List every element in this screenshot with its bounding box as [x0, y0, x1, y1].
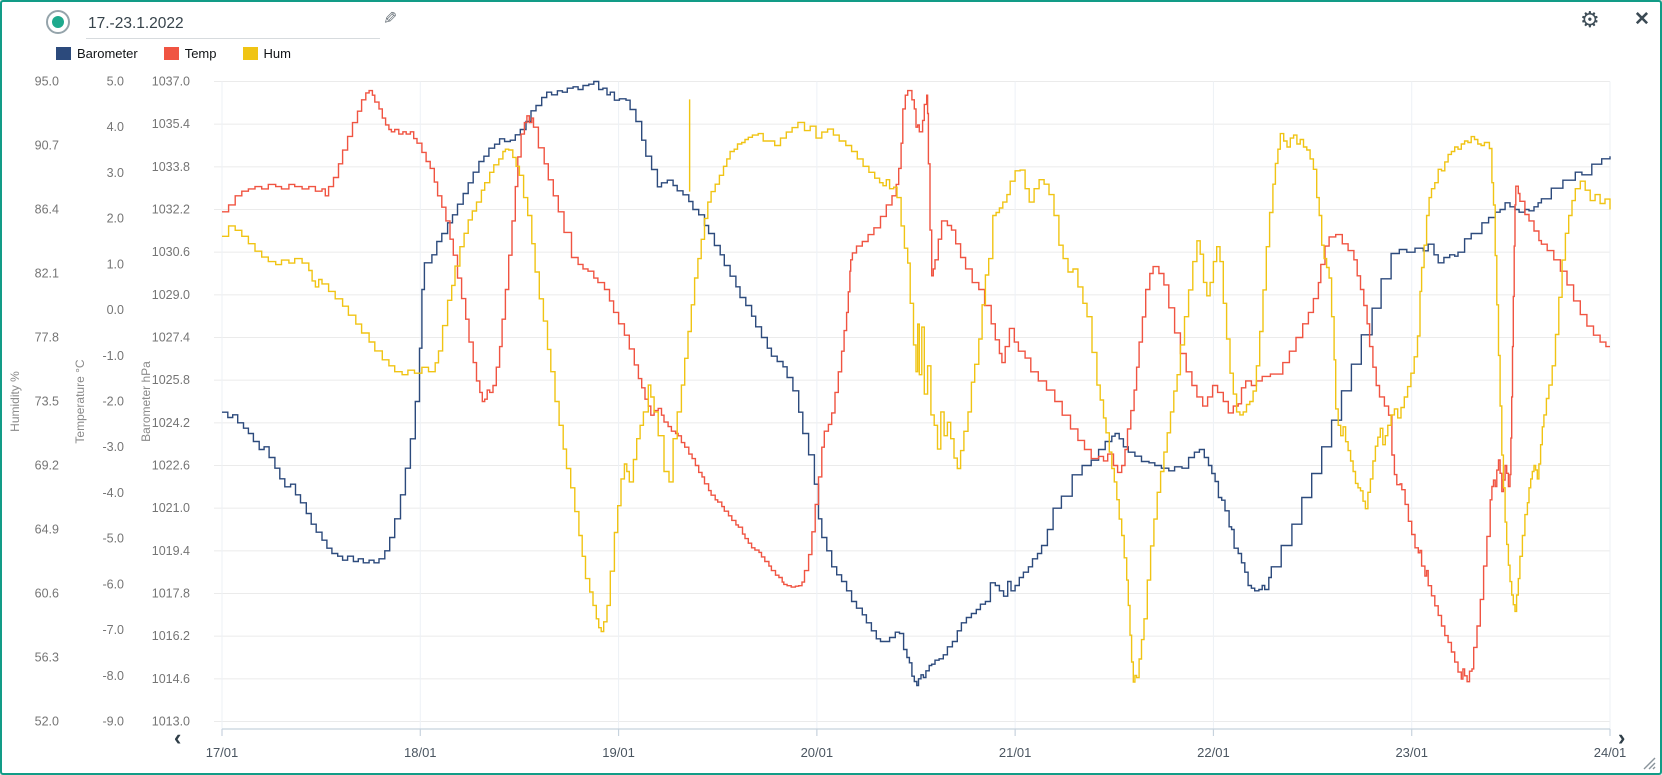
bar-tick-label: 1030.6 — [152, 245, 190, 259]
x-tick-label: 22/01 — [1197, 745, 1230, 760]
hum-tick-label: 95.0 — [35, 75, 59, 89]
resize-handle-icon[interactable] — [1640, 756, 1656, 770]
bar-tick-label: 1016.2 — [152, 629, 190, 643]
bar-tick-label: 1025.8 — [152, 373, 190, 387]
legend-swatch-icon — [242, 47, 258, 60]
hum-axis-title: Humidity % — [8, 371, 22, 432]
x-tick-label: 17/01 — [206, 745, 239, 760]
bar-tick-label: 1037.0 — [152, 75, 190, 89]
bar-tick-label: 1024.2 — [152, 416, 190, 430]
edit-pencil-icon[interactable]: ✎ — [383, 9, 398, 28]
x-tick-label: 20/01 — [801, 745, 834, 760]
hum-tick-label: 86.4 — [35, 203, 59, 217]
hum-tick-label: 73.5 — [35, 395, 59, 409]
next-period-arrow[interactable]: › — [1618, 725, 1625, 750]
x-tick-label: 19/01 — [602, 745, 635, 760]
record-status-icon[interactable] — [46, 10, 70, 34]
prev-period-arrow[interactable]: ‹ — [174, 725, 181, 750]
temp-tick-label: -4.0 — [102, 486, 124, 500]
hum-tick-label: 56.3 — [35, 651, 59, 665]
legend-item-temp[interactable]: Temp — [163, 46, 217, 61]
date-range-title-input[interactable] — [86, 10, 380, 39]
bar-tick-label: 1032.2 — [152, 203, 190, 217]
temp-tick-label: -5.0 — [102, 532, 124, 546]
series-line-hum — [222, 121, 1611, 683]
chart-legend: Barometer Temp Hum — [56, 46, 291, 61]
hum-tick-label: 64.9 — [35, 523, 59, 537]
hum-tick-label: 90.7 — [35, 139, 59, 153]
bar-tick-label: 1019.4 — [152, 544, 190, 558]
legend-item-hum[interactable]: Hum — [242, 46, 291, 61]
bar-tick-label: 1033.8 — [152, 160, 190, 174]
hum-tick-label: 77.8 — [35, 331, 59, 345]
hum-tick-label: 52.0 — [35, 715, 59, 729]
temp-tick-label: -1.0 — [102, 349, 124, 363]
bar-tick-label: 1014.6 — [152, 672, 190, 686]
bar-tick-label: 1017.8 — [152, 587, 190, 601]
temp-tick-label: 5.0 — [107, 75, 124, 89]
bar-axis-title: Barometer hPa — [139, 361, 153, 442]
temp-tick-label: 0.0 — [107, 303, 124, 317]
x-tick-label: 18/01 — [404, 745, 437, 760]
bar-tick-label: 1013.0 — [152, 715, 190, 729]
hum-tick-label: 82.1 — [35, 267, 59, 281]
bar-tick-label: 1027.4 — [152, 331, 190, 345]
x-tick-label: 23/01 — [1395, 745, 1428, 760]
legend-item-barometer[interactable]: Barometer — [56, 46, 138, 61]
temp-tick-label: 1.0 — [107, 257, 124, 271]
series-line-temp — [222, 89, 1610, 683]
weather-chart[interactable]: 95.0 90.7 86.4 82.1 77.8 73.5 69.2 64.9 60.6 56.3… — [2, 32, 1660, 772]
legend-label: Temp — [184, 46, 217, 61]
temp-tick-label: -6.0 — [102, 577, 124, 591]
temp-tick-label: 2.0 — [107, 212, 124, 226]
hum-tick-label: 69.2 — [35, 459, 59, 473]
hum-tick-label: 60.6 — [35, 587, 59, 601]
bar-tick-label: 1022.6 — [152, 459, 190, 473]
close-icon[interactable]: ✕ — [1634, 9, 1650, 30]
temp-tick-label: -7.0 — [102, 623, 124, 637]
legend-swatch-icon — [56, 47, 71, 60]
x-tick-label: 24/01 — [1594, 745, 1627, 760]
temp-tick-label: -2.0 — [102, 395, 124, 409]
temp-tick-label: -9.0 — [102, 715, 124, 729]
settings-gear-icon[interactable]: ⚙ — [1580, 7, 1600, 32]
legend-swatch-icon — [163, 47, 179, 60]
bar-tick-label: 1029.0 — [152, 288, 190, 302]
bar-tick-label: 1021.0 — [152, 501, 190, 515]
temp-axis-title: Temperature °C — [73, 359, 87, 443]
record-dot-icon — [52, 16, 64, 28]
x-tick-label: 21/01 — [999, 745, 1032, 760]
temp-tick-label: -3.0 — [102, 440, 124, 454]
temp-tick-label: 3.0 — [107, 166, 124, 180]
legend-label: Barometer — [77, 46, 138, 61]
temp-tick-label: 4.0 — [107, 120, 124, 134]
bar-tick-label: 1035.4 — [152, 117, 190, 131]
series-line-barometer — [222, 80, 1611, 687]
legend-label: Hum — [263, 46, 291, 61]
temp-tick-label: -8.0 — [102, 669, 124, 683]
